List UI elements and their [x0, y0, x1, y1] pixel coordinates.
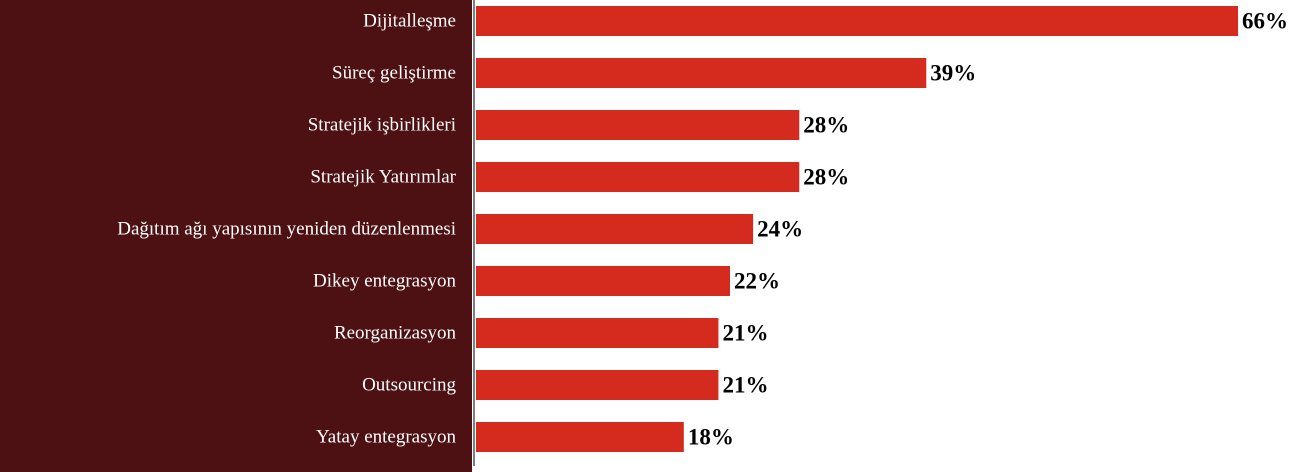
category-label: Yatay entegrasyon	[316, 426, 457, 447]
value-label: 18%	[688, 424, 734, 449]
value-label: 21%	[722, 372, 768, 397]
bar	[476, 318, 719, 348]
bar	[476, 266, 730, 296]
category-label: Stratejik işbirlikleri	[308, 114, 456, 135]
bar	[476, 370, 719, 400]
value-label: 28%	[803, 112, 849, 137]
bar	[476, 214, 754, 244]
bar	[476, 162, 800, 192]
label-panel	[0, 0, 472, 472]
category-label: Dikey entegrasyon	[313, 270, 456, 291]
category-label: Süreç geliştirme	[332, 62, 456, 83]
value-label: 28%	[803, 164, 849, 189]
value-label: 22%	[734, 268, 780, 293]
bar	[476, 422, 684, 452]
bar	[476, 58, 927, 88]
category-label: Stratejik Yatırımlar	[310, 166, 456, 187]
category-label: Reorganizasyon	[334, 322, 457, 343]
value-label: 24%	[757, 216, 803, 241]
bar	[476, 6, 1238, 36]
value-label: 21%	[722, 320, 768, 345]
category-label: Outsourcing	[362, 374, 456, 395]
category-label: Dağıtım ağı yapısının yeniden düzenlenme…	[117, 218, 456, 239]
category-label: Dijitalleşme	[363, 10, 456, 31]
value-label: 66%	[1242, 8, 1288, 33]
bar	[476, 110, 800, 140]
value-label: 39%	[930, 60, 976, 85]
